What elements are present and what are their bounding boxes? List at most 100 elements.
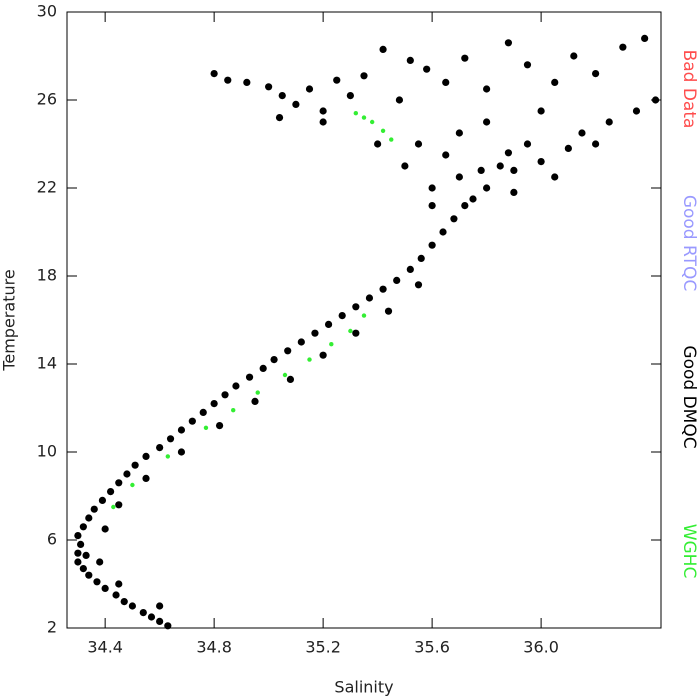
- point: [82, 551, 90, 560]
- point: [417, 254, 425, 262]
- legend-label: WGHC: [679, 524, 699, 579]
- point: [592, 70, 600, 78]
- point: [619, 43, 627, 51]
- plot-frame: [66, 11, 662, 629]
- point: [165, 454, 171, 459]
- point: [395, 96, 404, 104]
- point: [93, 578, 101, 586]
- point: [210, 400, 218, 408]
- point: [461, 54, 469, 62]
- point: [389, 137, 394, 142]
- point: [166, 435, 175, 443]
- point: [510, 166, 518, 174]
- x-tick-label: 34.4: [87, 638, 123, 657]
- y-tick-label: 6: [47, 530, 57, 549]
- point: [496, 162, 504, 170]
- point: [79, 523, 87, 531]
- point: [352, 329, 360, 337]
- point: [353, 111, 359, 116]
- point: [379, 45, 387, 54]
- point: [243, 78, 251, 86]
- point: [551, 78, 559, 86]
- point: [259, 364, 267, 372]
- point: [74, 549, 82, 557]
- point: [365, 294, 374, 302]
- point: [483, 118, 491, 126]
- point: [156, 617, 164, 626]
- point: [282, 372, 288, 378]
- point: [651, 96, 660, 104]
- point: [450, 215, 458, 223]
- point: [393, 276, 401, 284]
- x-tick-label: 35.2: [305, 638, 341, 657]
- point: [265, 83, 273, 91]
- legend-label: Good RTQC: [679, 195, 699, 291]
- point: [275, 114, 284, 122]
- point: [414, 140, 423, 148]
- point: [461, 202, 469, 210]
- point: [188, 417, 196, 425]
- point: [523, 140, 532, 148]
- point: [319, 107, 327, 115]
- point: [324, 320, 333, 328]
- point: [131, 461, 139, 469]
- point: [74, 558, 82, 566]
- point: [199, 408, 207, 416]
- point: [77, 540, 85, 549]
- y-tick-label: 2: [47, 618, 57, 637]
- point: [605, 118, 613, 126]
- point: [578, 129, 586, 137]
- point: [130, 482, 135, 488]
- point: [278, 92, 286, 100]
- point: [455, 173, 463, 181]
- point: [270, 356, 278, 364]
- point: [292, 100, 300, 108]
- point: [115, 580, 123, 588]
- point: [380, 128, 386, 133]
- point: [221, 391, 229, 399]
- point: [210, 70, 218, 78]
- legend-label: Good DMQC: [679, 345, 699, 448]
- point: [439, 228, 447, 236]
- point: [361, 313, 367, 318]
- point: [319, 351, 327, 359]
- y-tick-label: 26: [37, 90, 57, 109]
- point: [90, 505, 98, 513]
- point: [245, 373, 254, 381]
- point: [120, 598, 128, 606]
- point: [523, 61, 532, 69]
- point: [641, 34, 649, 43]
- point: [297, 338, 305, 346]
- point: [307, 357, 312, 362]
- x-tick-label: 35.6: [414, 638, 450, 657]
- point: [156, 444, 164, 452]
- point: [101, 584, 109, 593]
- point: [442, 151, 450, 159]
- y-tick-label: 30: [37, 2, 57, 21]
- point: [442, 78, 450, 86]
- x-tick-label: 36.0: [523, 638, 559, 657]
- y-tick-label: 14: [37, 354, 57, 373]
- point: [85, 514, 93, 522]
- point: [401, 162, 409, 170]
- point: [128, 602, 136, 610]
- point: [504, 39, 513, 47]
- point: [537, 158, 545, 166]
- point: [477, 166, 485, 174]
- point: [510, 188, 518, 196]
- point: [112, 591, 120, 599]
- point: [428, 184, 436, 192]
- point: [85, 571, 93, 579]
- point: [251, 397, 259, 405]
- point: [384, 307, 393, 315]
- y-tick-label: 18: [37, 266, 57, 285]
- point: [111, 504, 116, 510]
- point: [215, 422, 224, 430]
- point: [224, 76, 232, 84]
- x-axis-label: Salinity: [334, 678, 393, 697]
- point: [361, 115, 367, 120]
- point: [333, 76, 341, 84]
- point: [504, 149, 513, 157]
- point: [164, 622, 172, 630]
